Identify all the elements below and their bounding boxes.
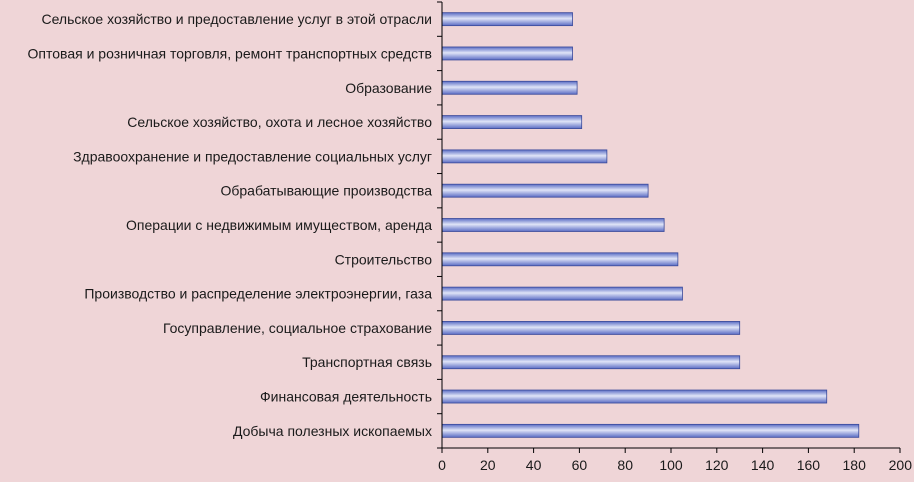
bar-7: [441, 218, 665, 232]
category-label: Оптовая и розничная торговля, ремонт тра…: [28, 45, 432, 61]
x-axis: 0 20 40 60 80 100 120 140 160 180 200: [437, 1, 913, 473]
x-tick-label: 40: [526, 457, 542, 473]
bar-11: [441, 355, 741, 370]
x-tick-label: 160: [797, 457, 821, 473]
category-label: Госуправление, социальное страхование: [163, 320, 432, 336]
bar-13: [441, 423, 860, 438]
x-tick-label: 60: [572, 457, 588, 473]
category-label: Строительство: [335, 251, 433, 267]
bar-10: [441, 321, 741, 335]
x-tick-label: 140: [751, 457, 775, 473]
bar-4: [441, 115, 583, 129]
category-label: Добыча полезных ископаемых: [233, 423, 432, 439]
x-tick-label: 200: [889, 457, 913, 473]
category-label: Производство и распределение электроэнер…: [84, 286, 432, 302]
bar-2: [441, 46, 573, 61]
bar-1: [441, 12, 573, 27]
bar-8: [441, 252, 679, 267]
x-tick-label: 100: [659, 457, 683, 473]
bar-6: [441, 183, 649, 198]
category-label: Образование: [345, 80, 432, 96]
x-tick-label: 80: [617, 457, 633, 473]
bar-12: [441, 389, 828, 404]
x-tick-label: 120: [705, 457, 729, 473]
category-label: Здравоохранение и предоставление социаль…: [73, 148, 432, 164]
x-tick-label: 0: [438, 457, 446, 473]
category-label: Операции с недвижимым имуществом, аренда: [126, 217, 432, 233]
category-label: Финансовая деятельность: [260, 389, 432, 405]
bar-5: [441, 149, 608, 164]
bars-layer: [441, 12, 860, 438]
category-label: Сельское хозяйство и предоставление услу…: [41, 11, 432, 27]
bar-3: [441, 80, 578, 95]
category-label: Сельское хозяйство, охота и лесное хозяй…: [127, 114, 432, 130]
x-tick-label: 180: [843, 457, 867, 473]
category-label: Обрабатывающие производства: [220, 183, 432, 199]
category-label: Транспортная связь: [302, 354, 432, 370]
bar-9: [441, 286, 683, 301]
category-labels: Сельское хозяйство и предоставление услу…: [28, 11, 433, 439]
x-tick-label: 20: [480, 457, 496, 473]
